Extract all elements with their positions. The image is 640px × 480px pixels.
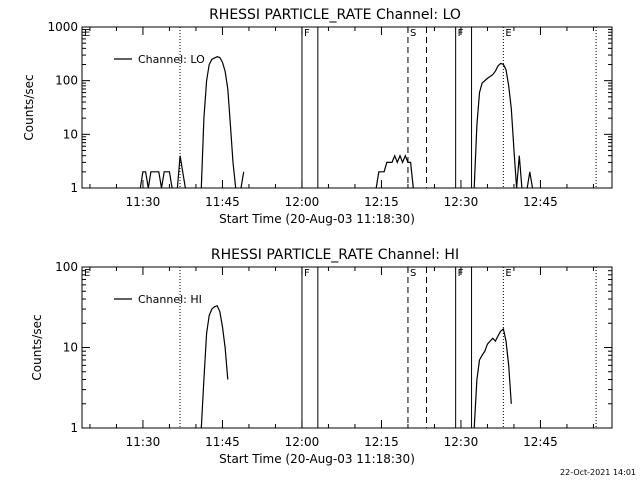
chart-1-series-0-segment-1 (473, 327, 512, 429)
chart-1-x-tick-label-3: 12:15 (364, 435, 399, 449)
chart-1-x-tick-label-2: 12:00 (285, 435, 320, 449)
chart-0-series-0-segment-2 (200, 56, 237, 189)
chart-0-x-tick-label-2: 12:00 (285, 195, 320, 209)
chart-1-x-tick-label-1: 11:45 (205, 435, 240, 449)
chart-0-x-tick-label-5: 12:45 (523, 195, 558, 209)
chart-1-x-tick-label-0: 11:30 (126, 435, 161, 449)
chart-0-y-tick-label-3: 1000 (47, 20, 78, 34)
chart-0-marker-label-2: F (304, 28, 310, 39)
chart-0-x-tick-label-1: 11:45 (205, 195, 240, 209)
chart-1-series-0-segment-0 (200, 305, 229, 429)
chart-0-series-0-segment-6 (516, 155, 523, 189)
chart-1-y-tick-label-2: 100 (55, 260, 78, 274)
chart-0-series-0-segment-7 (526, 171, 534, 189)
footer-timestamp: 22-Oct-2021 14:01 (560, 468, 636, 477)
chart-0-series-0-segment-3 (240, 171, 245, 189)
chart-1-marker-label-8: E (505, 268, 511, 279)
chart-0-series-0-segment-1 (176, 155, 186, 189)
chart-0-series-0-segment-4 (375, 154, 414, 189)
chart-0-marker-label-4: S (410, 28, 416, 39)
chart-0-y-tick-label-1: 10 (63, 127, 78, 141)
chart-1-x-axis-label: Start Time (20-Aug-03 11:18:30) (219, 452, 415, 466)
chart-0-x-axis-label: Start Time (20-Aug-03 11:18:30) (219, 212, 415, 226)
chart-0-series-0-segment-5 (473, 62, 518, 189)
chart-0-x-tick-label-3: 12:15 (364, 195, 399, 209)
chart-1-y-axis-label: Counts/sec (30, 314, 44, 380)
chart-0-plot-frame (81, 26, 613, 189)
chart-0-title: RHESSI PARTICLE_RATE Channel: LO (209, 7, 461, 23)
panel-lo: RHESSI PARTICLE_RATE Channel: LOEFSFE110… (22, 7, 613, 226)
chart-0-legend-label: Channel: LO (138, 53, 205, 66)
chart-0-y-axis-label: Counts/sec (22, 74, 36, 140)
chart-0-series-0-segment-0 (139, 171, 173, 189)
chart-0-x-tick-label-4: 12:30 (444, 195, 479, 209)
chart-1-marker-label-2: F (304, 268, 310, 279)
chart-1-plot-frame (81, 266, 613, 429)
chart-1-legend-label: Channel: HI (138, 293, 202, 306)
chart-1-marker-label-0: E (84, 268, 90, 279)
chart-0-y-tick-label-0: 1 (70, 181, 78, 195)
chart-1-y-tick-label-0: 1 (70, 421, 78, 435)
chart-0-marker-label-0: E (84, 28, 90, 39)
chart-1-x-tick-label-4: 12:30 (444, 435, 479, 449)
panel-hi: RHESSI PARTICLE_RATE Channel: HIEFSFE110… (30, 247, 613, 466)
chart-1-title: RHESSI PARTICLE_RATE Channel: HI (211, 247, 459, 263)
chart-1-x-tick-label-5: 12:45 (523, 435, 558, 449)
chart-1-y-tick-label-1: 10 (63, 341, 78, 355)
chart-0-y-tick-label-2: 100 (55, 74, 78, 88)
chart-1-marker-label-4: S (410, 268, 416, 279)
chart-0-x-tick-label-0: 11:30 (126, 195, 161, 209)
chart-0-marker-label-8: E (505, 28, 511, 39)
